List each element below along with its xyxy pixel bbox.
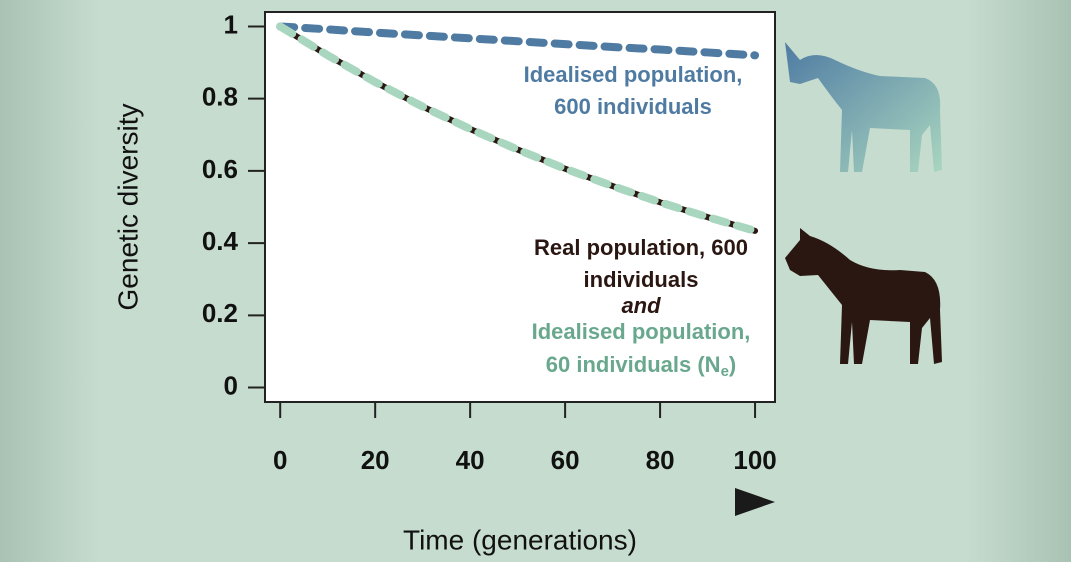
annotation-subscript: e [721,363,729,380]
line-series [276,22,760,60]
y-tick-label: 0.4 [202,226,239,256]
x-tick-label: 0 [273,445,287,475]
x-tick-label: 20 [361,445,390,475]
annotation: Idealised population, [532,319,751,344]
y-tick-label: 0 [224,370,238,400]
y-tick-label: 0.2 [202,298,238,328]
x-axis-label: Time (generations) [403,524,637,555]
annotation: 600 individuals [554,94,712,119]
x-tick-label: 40 [456,445,485,475]
arrow-head [735,488,775,516]
y-tick-label: 1 [224,9,238,39]
plot-area [264,11,776,403]
horse-real [785,228,942,364]
y-tick-label: 0.8 [202,82,238,112]
x-tick-label: 80 [646,445,675,475]
line-series [276,22,760,235]
annotation: Real population, 600 [534,235,748,260]
y-tick-label: 0.6 [202,154,238,184]
horse-idealised [785,42,942,172]
annotation-part: 60 individuals (N [546,352,721,377]
annotation: individuals [584,267,699,292]
annotation: and [621,293,661,318]
y-axis-label: Genetic diversity [112,104,143,311]
x-tick-label: 60 [551,445,580,475]
x-tick-label: 100 [733,445,776,475]
annotation: 60 individuals (Ne) [546,352,737,380]
annotation: Idealised population, [524,62,743,87]
annotation-part: ) [729,352,736,377]
